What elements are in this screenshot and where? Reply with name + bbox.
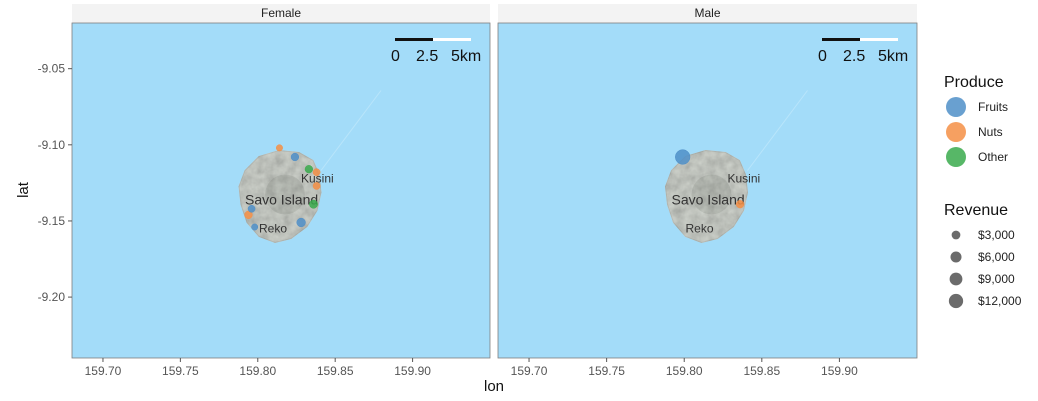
legend-label-nuts: Nuts: [978, 125, 1003, 139]
facet-panel-female: Female Kusini Savo Island Reko 0 2.5 5km 159.70…: [71, 4, 491, 378]
legend-label-other: Other: [978, 150, 1008, 164]
scale-bar-label: 5km: [878, 48, 908, 65]
x-tick-label: 159.70: [85, 364, 122, 378]
data-point-other: [309, 199, 318, 209]
scale-bar-label: 0: [818, 48, 827, 65]
tile-seam-line: [320, 90, 382, 171]
y-tick-label: -9.05: [38, 62, 66, 76]
facet-title: Male: [694, 6, 720, 20]
legend-size-symbol: [949, 272, 963, 286]
scale-bar-label: 2.5: [416, 48, 438, 65]
place-label-reko: Reko: [259, 222, 287, 236]
data-point-fruits: [675, 149, 691, 165]
facet-panel-male: Male Kusini Savo Island Reko 0 2.5 5km 159.70 15…: [497, 4, 918, 378]
facet-strip: [498, 4, 917, 23]
place-label-savo-island: Savo Island: [245, 192, 318, 208]
data-point-other: [304, 165, 313, 174]
place-label-reko: Reko: [686, 222, 714, 236]
legend-swatch-other: [946, 147, 966, 167]
legend-size-label: $3,000: [978, 228, 1015, 242]
legend-size-symbol: [948, 293, 964, 309]
legend-size-label: $12,000: [978, 294, 1022, 308]
legend-size-label: $9,000: [978, 272, 1015, 286]
legend-label-fruits: Fruits: [978, 100, 1008, 114]
y-tick-label: -9.10: [38, 138, 66, 152]
island-relief: [691, 174, 732, 215]
scale-bar-black: [822, 38, 860, 41]
data-point-nuts: [312, 182, 321, 190]
panel-border: [71, 22, 491, 359]
data-point-fruits: [251, 223, 259, 231]
data-point-fruits: [290, 152, 300, 162]
legend-size-label: $6,000: [978, 250, 1015, 264]
x-tick-label: 159.90: [394, 364, 431, 378]
data-point-fruits: [296, 217, 306, 228]
scale-bar-white: [433, 38, 471, 41]
legend-revenue-title: Revenue: [944, 202, 1008, 219]
x-tick-label: 159.80: [239, 364, 276, 378]
data-point-nuts: [244, 210, 253, 219]
x-tick-label: 159.85: [317, 364, 354, 378]
x-tick-label: 159.75: [162, 364, 199, 378]
data-point-nuts: [276, 144, 283, 152]
scale-bar-label: 2.5: [843, 48, 865, 65]
facet-strip: [72, 4, 490, 23]
tile-seam-line: [747, 90, 808, 171]
y-axis-title: lat: [15, 181, 32, 198]
scale-bar-label: 0: [391, 48, 400, 65]
x-tick-label: 159.85: [743, 364, 780, 378]
legend-size-symbol: [951, 230, 961, 240]
island-relief: [265, 174, 305, 215]
data-point-nuts: [735, 200, 745, 209]
y-tick-label: -9.20: [38, 290, 66, 304]
x-tick-label: 159.90: [821, 364, 858, 378]
x-tick-label: 159.70: [511, 364, 548, 378]
facet-title: Female: [261, 6, 301, 20]
x-tick-label: 159.80: [666, 364, 703, 378]
legend-size-symbol: [950, 251, 962, 263]
legend-produce-title: Produce: [944, 74, 1004, 91]
panel-border: [497, 22, 918, 359]
x-tick-label: 159.75: [588, 364, 625, 378]
place-label-kusini: Kusini: [301, 172, 334, 186]
legend-swatch-nuts: [946, 122, 966, 142]
place-label-kusini: Kusini: [728, 172, 761, 186]
x-axis-title: lon: [484, 378, 504, 395]
scale-bar-label: 5km: [451, 48, 481, 65]
data-point-fruits: [247, 204, 256, 213]
legend-swatch-fruits: [946, 97, 966, 117]
data-point-nuts: [312, 168, 321, 177]
scale-bar-white: [860, 38, 898, 41]
scale-bar-black: [395, 38, 433, 41]
y-tick-label: -9.15: [38, 214, 66, 228]
place-label-savo-island: Savo Island: [672, 192, 745, 208]
